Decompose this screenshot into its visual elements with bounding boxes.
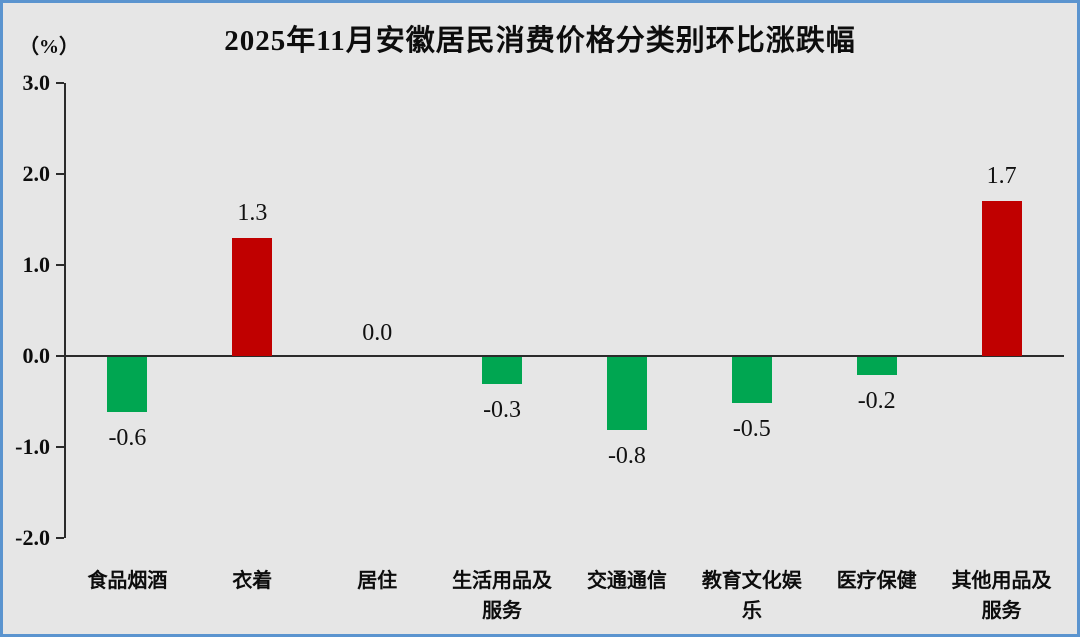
y-tick	[56, 264, 64, 266]
category-label: 生活用品及服务	[452, 570, 553, 622]
bar-value-label: -0.3	[483, 397, 522, 424]
y-tick-label: 2.0	[22, 161, 51, 186]
y-axis-unit-label: （%）	[19, 36, 79, 58]
category-label: 居住	[357, 570, 398, 592]
y-tick-label: -2.0	[15, 525, 50, 550]
y-tick-label: 0.0	[22, 343, 51, 368]
y-tick-label: 3.0	[22, 70, 51, 95]
bar-value-label: -0.5	[732, 415, 771, 442]
bar-value-label: 0.0	[362, 320, 393, 346]
category-label: 医疗保健	[836, 570, 917, 592]
bar-value-label: -0.6	[108, 424, 147, 451]
category-label: 衣着	[232, 570, 273, 592]
category-label: 教育文化娱乐	[701, 570, 802, 622]
bar-value-label: -0.8	[607, 442, 646, 469]
bar-value-label: 1.7	[986, 163, 1017, 190]
y-tick	[56, 82, 64, 84]
category-label: 交通通信	[586, 570, 667, 592]
bar-value-label: 1.3	[237, 199, 268, 226]
y-tick	[56, 355, 64, 357]
bar-7	[981, 201, 1022, 356]
bar-5	[731, 357, 772, 403]
category-label: 其他用品及服务	[951, 570, 1052, 622]
bar-3	[482, 357, 523, 385]
bar-value-label: -0.2	[857, 388, 896, 415]
plot-area: 3.0 2.0 1.0 0.0 -1.0 -2.0 -0.6 食品烟酒 1.3 衣着 0.0 居住 -0…	[3, 3, 1077, 634]
bar-0	[107, 357, 148, 412]
category-label: 食品烟酒	[87, 570, 168, 592]
x-axis-line	[65, 355, 1064, 357]
y-tick	[56, 537, 64, 539]
chart-title: 2025年11月安徽居民消费价格分类别环比涨跌幅	[224, 25, 856, 57]
y-tick-label: -1.0	[15, 434, 50, 459]
y-axis-line	[64, 83, 66, 538]
bar-1	[232, 237, 273, 356]
bar-4	[606, 357, 647, 430]
y-tick	[56, 446, 64, 448]
y-tick-label: 1.0	[22, 252, 51, 277]
bar-6	[856, 357, 897, 376]
y-tick	[56, 173, 64, 175]
